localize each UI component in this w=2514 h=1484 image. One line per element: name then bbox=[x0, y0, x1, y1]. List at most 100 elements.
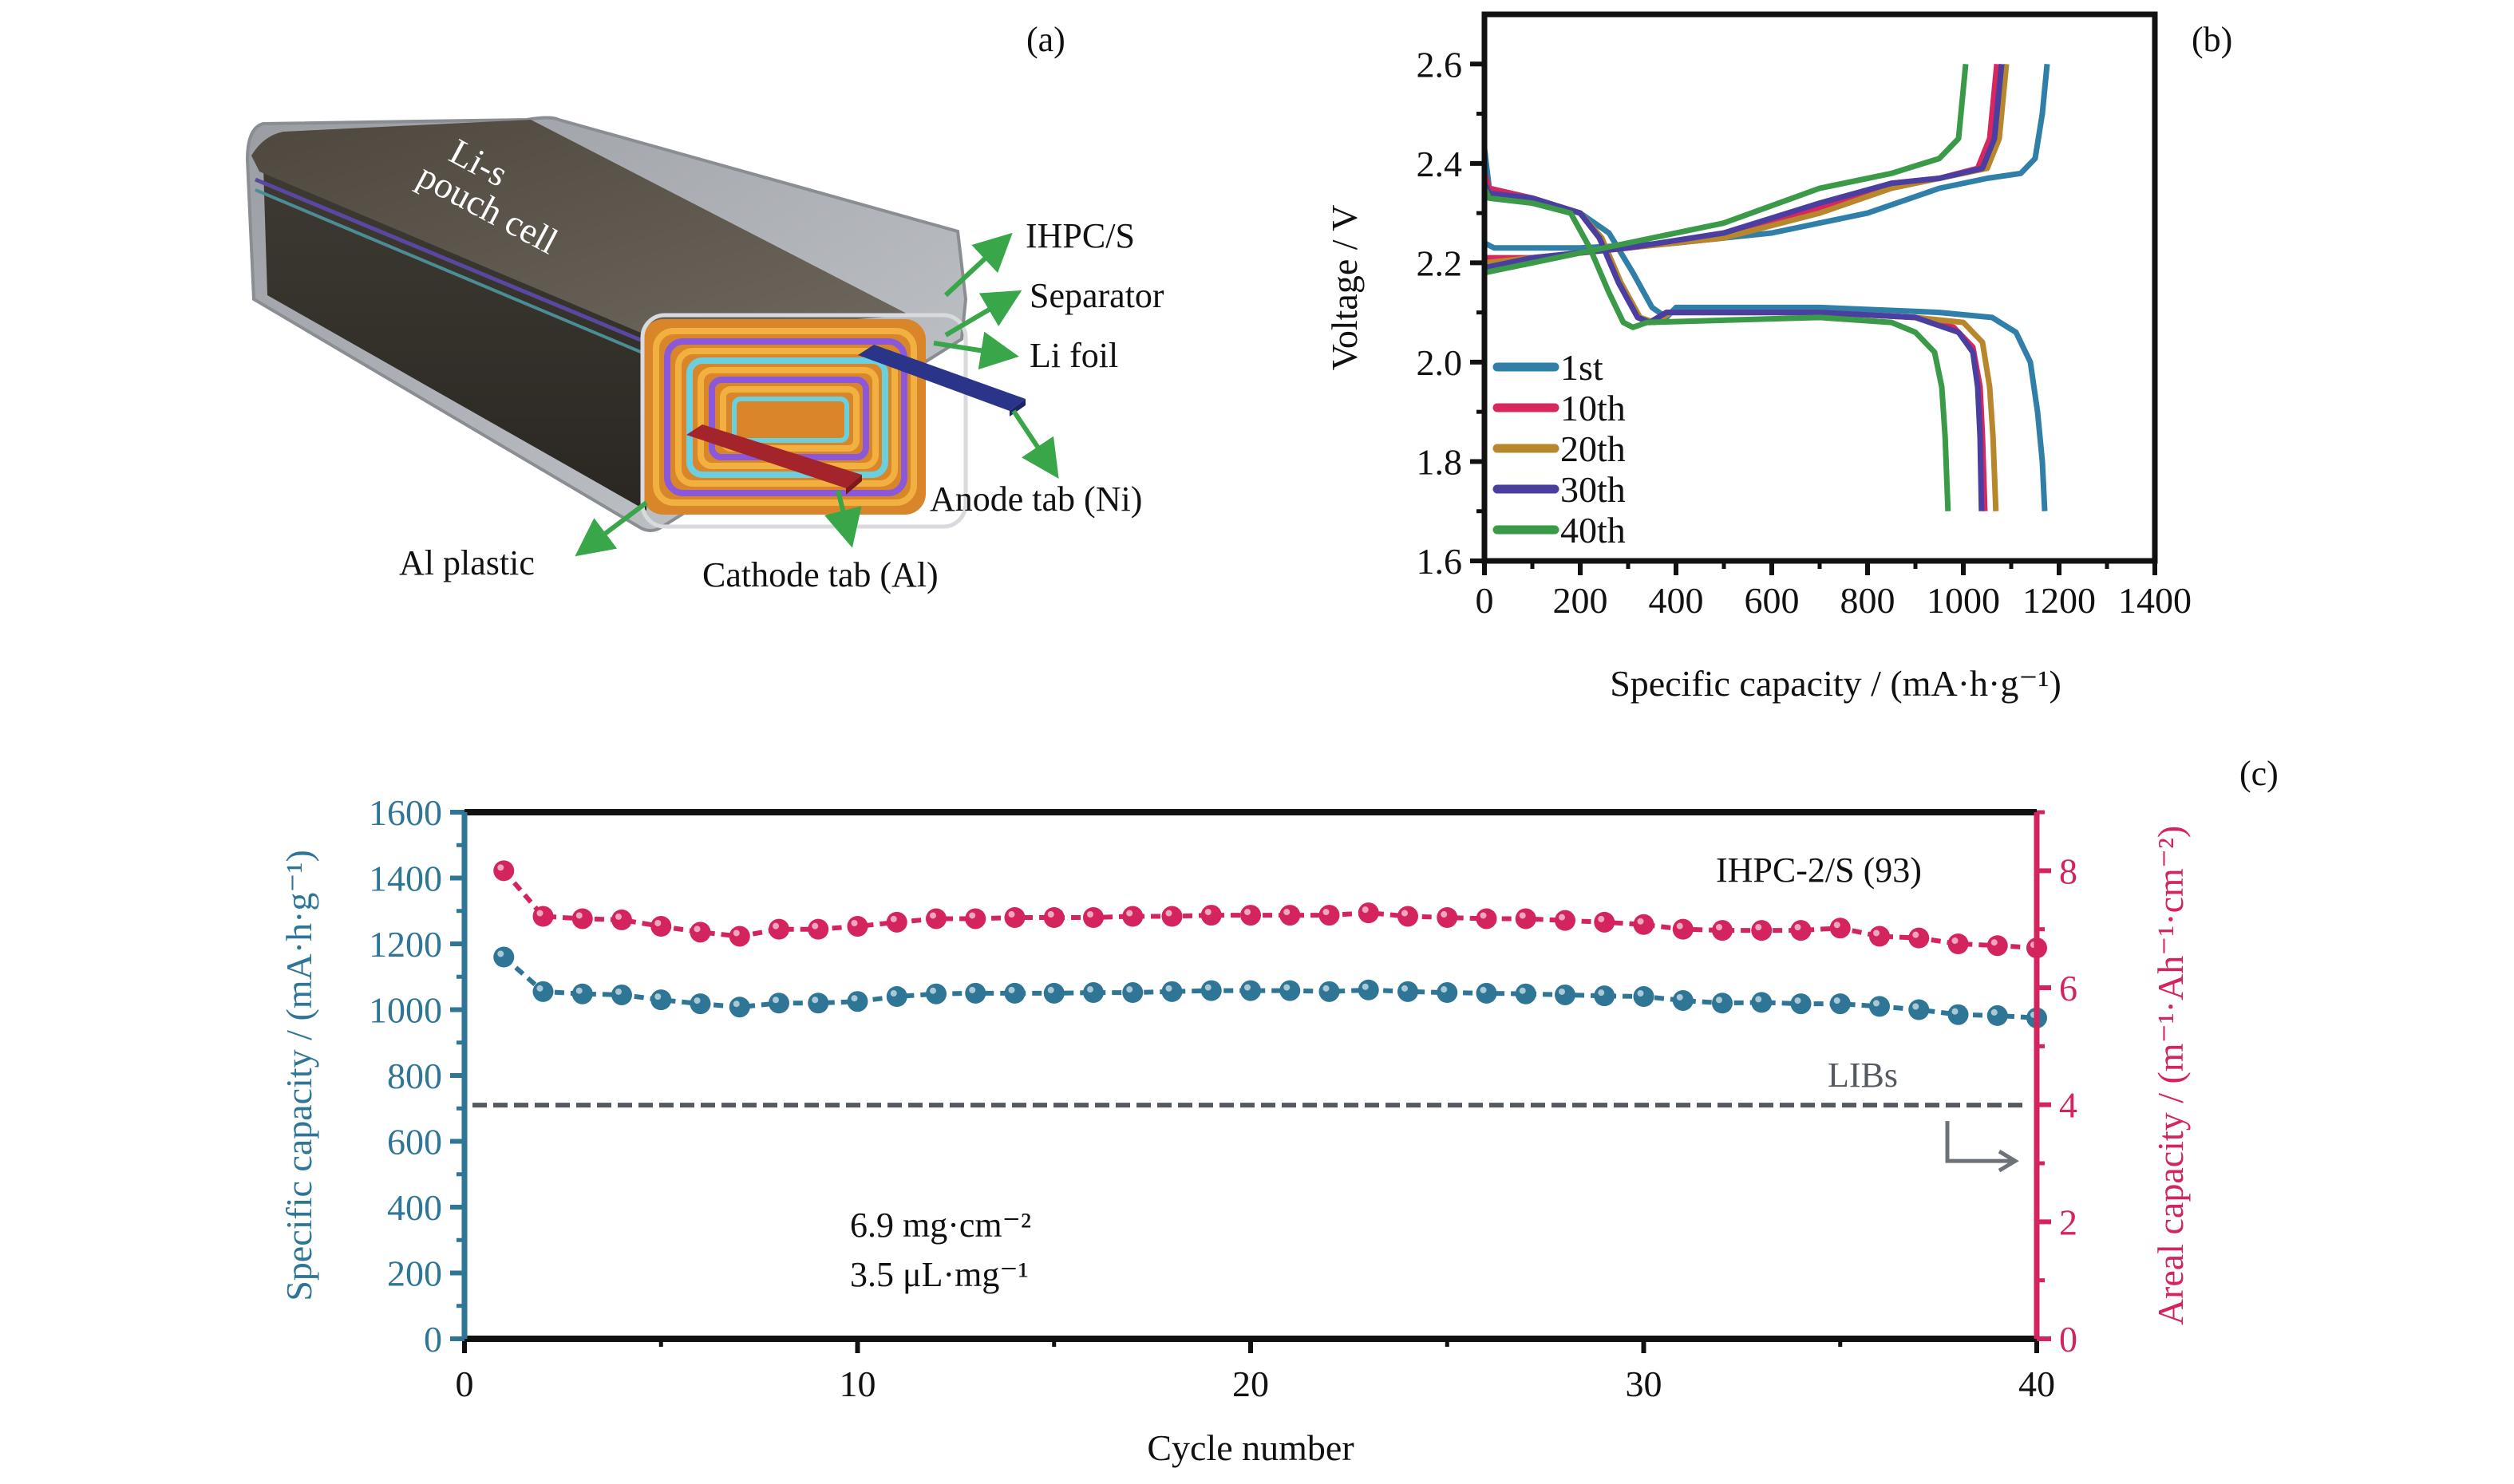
data-point-left bbox=[1594, 985, 1615, 1007]
data-point-highlight bbox=[1008, 986, 1015, 993]
data-point-left bbox=[532, 981, 554, 1002]
data-point-right bbox=[690, 922, 711, 943]
data-point-highlight bbox=[1873, 929, 1880, 937]
arrow-cathode-tab bbox=[824, 490, 862, 548]
cell-body-top bbox=[251, 120, 910, 335]
data-point-left bbox=[1712, 993, 1733, 1014]
left-y-tick-label: 1200 bbox=[369, 924, 442, 965]
data-point-right bbox=[650, 916, 672, 937]
data-point-left bbox=[1004, 982, 1026, 1004]
x-tick-label: 600 bbox=[1745, 580, 1800, 621]
series-1st-charge bbox=[1483, 63, 2050, 251]
data-point-right bbox=[1751, 920, 1773, 941]
right-y-tick-label: 6 bbox=[2059, 968, 2077, 1008]
data-point-left bbox=[1437, 982, 1458, 1004]
data-point-right bbox=[1947, 933, 1969, 954]
data-point-highlight bbox=[497, 950, 504, 957]
data-point-right bbox=[926, 908, 947, 929]
loading-annotation: 6.9 mg·cm⁻² bbox=[850, 1206, 1031, 1245]
data-point-highlight bbox=[851, 995, 858, 1002]
li-foil-stripe bbox=[255, 188, 649, 357]
data-point-highlight bbox=[575, 987, 583, 994]
data-point-right bbox=[1437, 907, 1458, 928]
data-point-highlight bbox=[969, 912, 976, 919]
data-point-highlight bbox=[1283, 909, 1291, 916]
right-y-axis-label: Areal capacity / (m⁻¹·Ah⁻¹·cm⁻²) bbox=[2150, 826, 2191, 1325]
data-point-highlight bbox=[1362, 983, 1369, 990]
data-point-left bbox=[611, 984, 632, 1005]
reference-axis-arrow bbox=[1945, 1121, 2019, 1173]
data-point-left bbox=[1790, 993, 1812, 1015]
x-tick-label: 0 bbox=[456, 1364, 474, 1404]
data-point-left bbox=[1869, 996, 1890, 1017]
data-point-right bbox=[1318, 905, 1340, 926]
data-point-left bbox=[1751, 992, 1773, 1013]
data-point-highlight bbox=[1559, 914, 1565, 921]
data-point-highlight bbox=[654, 993, 662, 1001]
data-point-left bbox=[571, 983, 593, 1004]
label-cathode-tab: Cathode tab (Al) bbox=[702, 555, 939, 594]
data-point-left bbox=[1397, 981, 1418, 1002]
x-tick-label: 800 bbox=[1840, 580, 1895, 621]
voltage-profile-chart: 0 200 400 600 800 1000 1200 1400 1.6 1.8 2.0 2.2 2.4… bbox=[1324, 11, 2192, 704]
x-axis-label: Specific capacity / (mA·h·g⁻¹) bbox=[1610, 663, 2061, 704]
data-point-highlight bbox=[1637, 918, 1644, 925]
separator-stripe bbox=[255, 177, 649, 345]
data-point-left bbox=[965, 982, 986, 1004]
data-point-left bbox=[1122, 982, 1144, 1004]
x-tick-label: 400 bbox=[1649, 580, 1704, 621]
data-point-highlight bbox=[1165, 910, 1172, 917]
data-point-highlight bbox=[1990, 1008, 1998, 1016]
legend-label-30th: 30th bbox=[1560, 469, 1626, 510]
data-point-left bbox=[1161, 981, 1183, 1002]
series-30th-discharge bbox=[1481, 182, 1985, 511]
data-point-right bbox=[1986, 935, 2008, 957]
arrow-ihpc bbox=[943, 232, 1013, 298]
data-point-highlight bbox=[1401, 910, 1408, 917]
data-point-highlight bbox=[773, 997, 779, 1004]
data-point-left bbox=[1358, 979, 1379, 1001]
data-point-right bbox=[1004, 907, 1026, 928]
x-tick-label: 1000 bbox=[1927, 580, 2000, 621]
left-y-tick-label: 200 bbox=[387, 1253, 442, 1294]
data-point-left bbox=[1672, 989, 1694, 1011]
series-40th-discharge bbox=[1481, 187, 1951, 511]
data-point-highlight bbox=[1126, 986, 1133, 993]
data-point-highlight bbox=[733, 929, 740, 937]
data-point-left bbox=[493, 946, 515, 968]
data-point-right bbox=[729, 926, 750, 947]
data-point-left bbox=[926, 983, 947, 1004]
x-axis-label: Cycle number bbox=[1147, 1427, 1354, 1468]
data-point-highlight bbox=[1833, 997, 1840, 1004]
data-point-left bbox=[1908, 999, 1930, 1020]
data-point-left bbox=[847, 991, 868, 1012]
data-point-right bbox=[1633, 914, 1654, 935]
data-point-highlight bbox=[1676, 993, 1683, 1001]
data-point-highlight bbox=[1087, 986, 1093, 993]
x-tick-label: 10 bbox=[840, 1364, 876, 1404]
data-point-highlight bbox=[930, 987, 936, 994]
data-point-highlight bbox=[1598, 915, 1605, 922]
data-point-highlight bbox=[615, 913, 622, 920]
y-tick-label: 2.2 bbox=[1417, 243, 1463, 283]
data-point-highlight bbox=[1322, 909, 1330, 916]
arrow-anode-tab bbox=[1011, 409, 1059, 479]
data-point-highlight bbox=[1362, 906, 1369, 914]
y-tick-label: 2.0 bbox=[1417, 342, 1463, 383]
data-point-highlight bbox=[1637, 990, 1644, 997]
data-point-right bbox=[886, 911, 907, 933]
x-tick-label: 30 bbox=[1626, 1364, 1662, 1404]
x-tick-label: 20 bbox=[1232, 1364, 1269, 1404]
data-point-highlight bbox=[654, 920, 662, 926]
data-point-right bbox=[1240, 905, 1261, 926]
data-point-right bbox=[965, 908, 986, 929]
libs-reference-label: LIBs bbox=[1828, 1056, 1898, 1095]
data-point-highlight bbox=[1794, 924, 1801, 931]
data-point-highlight bbox=[1755, 924, 1762, 931]
y-tick-label: 2.6 bbox=[1417, 44, 1463, 85]
data-point-right bbox=[1122, 906, 1144, 927]
data-point-highlight bbox=[812, 922, 819, 929]
legend-label-20th: 20th bbox=[1560, 428, 1626, 469]
panel-label-a: (a) bbox=[1026, 20, 1065, 59]
right-y-tick-label: 2 bbox=[2059, 1202, 2077, 1242]
